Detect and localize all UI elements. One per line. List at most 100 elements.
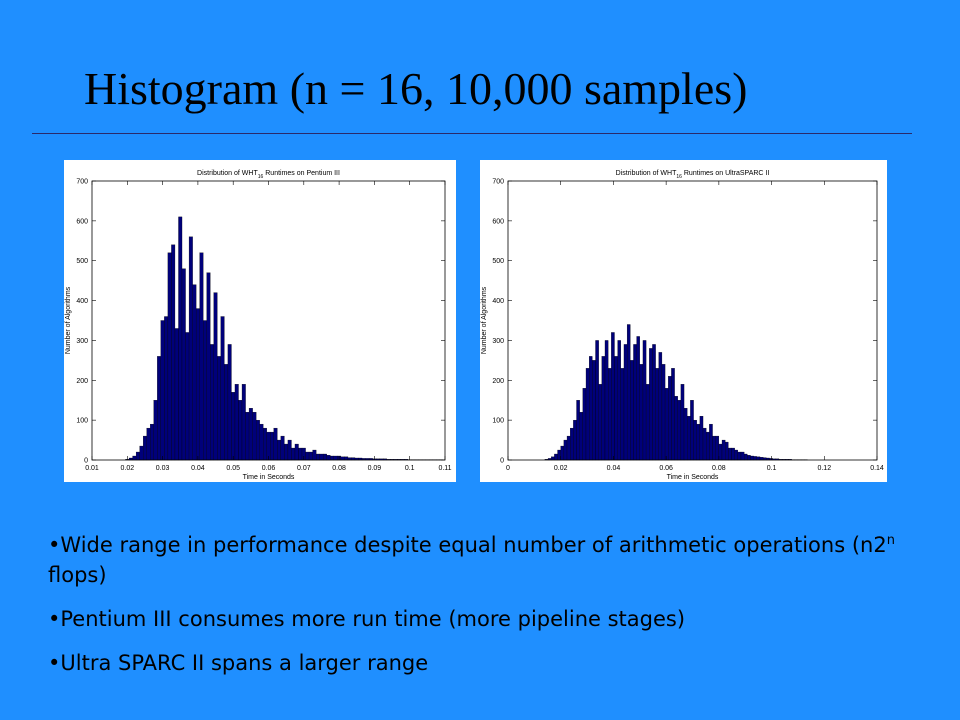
ultrasparc-xtick-label: 0.12 bbox=[817, 465, 831, 472]
pentium-bar bbox=[308, 451, 313, 461]
ultrasparc-xtick-label: 0.1 bbox=[767, 465, 777, 472]
ultrasparc-bar bbox=[671, 368, 675, 461]
pentium-xtick-label: 0.11 bbox=[438, 465, 451, 472]
pentium-bar bbox=[280, 435, 285, 461]
ultrasparc-title: Distribution of WHT16 Runtimes on UltraS… bbox=[616, 170, 770, 180]
pentium-bar bbox=[178, 216, 183, 461]
pentium-bar bbox=[132, 455, 137, 461]
ultrasparc-bar bbox=[551, 456, 555, 461]
pentium-title: Distribution of WHT16 Runtimes on Pentiu… bbox=[197, 170, 340, 180]
ultrasparc-plot-frame bbox=[507, 180, 878, 461]
pentium-bar bbox=[245, 412, 250, 461]
bullet-list: •Wide range in performance despite equal… bbox=[48, 530, 928, 692]
pentium-bar bbox=[259, 423, 264, 461]
ultrasparc-bar bbox=[642, 340, 647, 461]
histogram-pentium: Distribution of WHT16 Runtimes on Pentiu… bbox=[65, 170, 452, 481]
pentium-bar bbox=[143, 435, 147, 461]
pentium-xtick-label: 0.09 bbox=[368, 465, 382, 472]
ultrasparc-ylabel: Number of Algorithms bbox=[481, 286, 488, 354]
ultrasparc-bar bbox=[721, 439, 726, 461]
ultrasparc-bar bbox=[699, 416, 704, 461]
pentium-xtick-label: 0.03 bbox=[156, 465, 170, 472]
ultrasparc-bar bbox=[734, 449, 738, 461]
ultrasparc-bar bbox=[630, 360, 634, 461]
pentium-bar bbox=[273, 427, 278, 461]
bullet-text: •Pentium III consumes more run time (mor… bbox=[48, 607, 686, 631]
pentium-ytick-label: 200 bbox=[76, 378, 88, 385]
ultrasparc-bar bbox=[668, 376, 672, 461]
pentium-ytick-label: 500 bbox=[76, 258, 88, 265]
ultrasparc-bar bbox=[623, 344, 628, 461]
pentium-bar bbox=[333, 455, 338, 461]
ultrasparc-ytick-label: 600 bbox=[492, 218, 504, 225]
ultrasparc-bar bbox=[649, 348, 653, 461]
ultrasparc-bar bbox=[570, 427, 574, 461]
ultrasparc-bar bbox=[601, 356, 606, 461]
pentium-bar bbox=[181, 268, 186, 461]
pentium-bar bbox=[238, 400, 243, 461]
ultrasparc-bar bbox=[693, 419, 697, 461]
pentium-bar bbox=[316, 453, 320, 461]
bullet-text: •Wide range in performance despite equal… bbox=[48, 533, 887, 557]
pentium-bar bbox=[319, 453, 324, 461]
pentium-ytick-label: 100 bbox=[76, 418, 88, 425]
slide-title: Histogram (n = 16, 10,000 samples) bbox=[84, 63, 748, 114]
pentium-bar bbox=[185, 332, 190, 461]
ultrasparc-ytick-label: 200 bbox=[492, 378, 504, 385]
ultrasparc-bar bbox=[715, 435, 720, 461]
pentium-plot-frame bbox=[91, 180, 446, 461]
ultrasparc-bar bbox=[636, 336, 640, 461]
pentium-bar bbox=[263, 427, 267, 461]
ultrasparc-ytick-label: 400 bbox=[492, 298, 504, 305]
ultrasparc-bar bbox=[740, 451, 745, 461]
pentium-bar bbox=[344, 456, 349, 461]
ultrasparc-bar bbox=[608, 368, 612, 461]
pentium-bar bbox=[298, 447, 303, 461]
ultrasparc-ytick-label: 500 bbox=[492, 258, 504, 265]
ultrasparc-xtick-label: 0.04 bbox=[607, 465, 621, 472]
pentium-xlabel: Time in Seconds bbox=[243, 474, 295, 481]
pentium-bar bbox=[153, 400, 158, 461]
pentium-ytick-label: 400 bbox=[76, 298, 88, 305]
ultrasparc-bar bbox=[759, 457, 764, 461]
ultrasparc-bar bbox=[604, 340, 609, 461]
ultrasparc-bar bbox=[725, 441, 729, 461]
ultrasparc-bar bbox=[756, 456, 761, 461]
pentium-bar bbox=[255, 419, 260, 461]
pentium-xtick-label: 0.02 bbox=[120, 465, 134, 472]
ultrasparc-bar bbox=[595, 340, 599, 461]
ultrasparc-bar bbox=[728, 447, 732, 461]
pentium-bar bbox=[217, 356, 221, 461]
pentium-bar bbox=[224, 364, 229, 461]
ultrasparc-bar bbox=[661, 364, 666, 461]
ultrasparc-ytick-label: 300 bbox=[492, 338, 504, 345]
ultrasparc-bar bbox=[677, 400, 682, 461]
pentium-bar bbox=[164, 316, 169, 461]
ultrasparc-bar bbox=[696, 423, 701, 461]
pentium-bar bbox=[227, 344, 232, 461]
ultrasparc-bar bbox=[750, 455, 754, 461]
bullet-item: •Wide range in performance despite equal… bbox=[48, 530, 928, 590]
ultrasparc-bar bbox=[582, 388, 587, 461]
pentium-bar bbox=[241, 384, 246, 461]
ultrasparc-bar bbox=[576, 400, 580, 461]
pentium-xtick-label: 0.07 bbox=[297, 465, 311, 472]
bullet-text: •Ultra SPARC II spans a larger range bbox=[48, 651, 429, 675]
ultrasparc-bar bbox=[645, 384, 650, 461]
pentium-bar bbox=[248, 408, 253, 461]
ultrasparc-ytick-label: 0 bbox=[500, 458, 504, 465]
pentium-bar bbox=[287, 439, 292, 461]
pentium-bar bbox=[146, 427, 151, 461]
ultrasparc-bar bbox=[712, 435, 716, 461]
ultrasparc-bar bbox=[611, 332, 615, 461]
ultrasparc-bar bbox=[709, 423, 713, 461]
pentium-bar bbox=[192, 284, 197, 461]
pentium-xtick-label: 0.01 bbox=[85, 465, 99, 472]
ultrasparc-bar bbox=[592, 360, 596, 461]
ultrasparc-bar bbox=[680, 384, 685, 461]
ultrasparc-bar bbox=[617, 340, 621, 461]
pentium-bar bbox=[195, 308, 200, 461]
histogram-ultrasparc: Distribution of WHT16 Runtimes on UltraS… bbox=[481, 170, 884, 481]
ultrasparc-bar bbox=[585, 368, 590, 461]
ultrasparc-bar bbox=[633, 344, 637, 461]
